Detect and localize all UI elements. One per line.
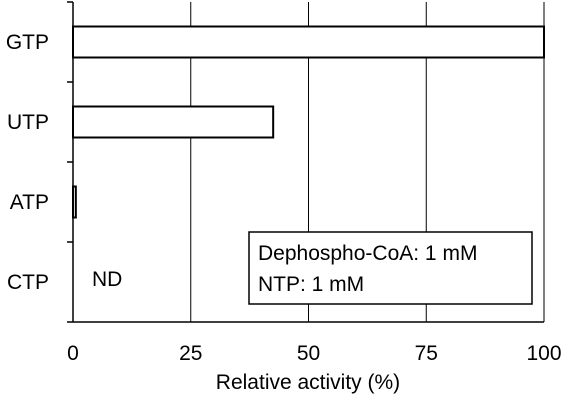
x-tick-label-100: 100 [526, 342, 561, 365]
category-label-gtp: GTP [6, 31, 49, 54]
category-label-utp: UTP [7, 111, 49, 134]
labels: GTP UTP ATP ND CTP 0 25 50 75 100 [6, 31, 562, 365]
bar-gtp [72, 25, 545, 59]
category-label-atp: ATP [10, 191, 49, 214]
x-tick-label-0: 0 [67, 342, 79, 365]
bar-label-ctp: ND [92, 268, 122, 291]
bar-utp [72, 105, 275, 139]
annotation-line-1: Dephospho-CoA: 1 mM [258, 242, 477, 265]
x-tick-label-75: 75 [415, 342, 438, 365]
bars [72, 25, 545, 219]
x-tick-label-50: 50 [297, 342, 320, 365]
x-tick-label-25: 25 [179, 342, 202, 365]
annotation-box-frame [248, 231, 533, 305]
category-label-ctp: CTP [7, 271, 49, 294]
axes [67, 1, 544, 323]
x-axis-title: Relative activity (%) [216, 371, 400, 394]
annotation-line-2: NTP: 1 mM [258, 273, 364, 296]
annotation-box: Dephospho-CoA: 1 mM NTP: 1 mM [248, 231, 533, 305]
